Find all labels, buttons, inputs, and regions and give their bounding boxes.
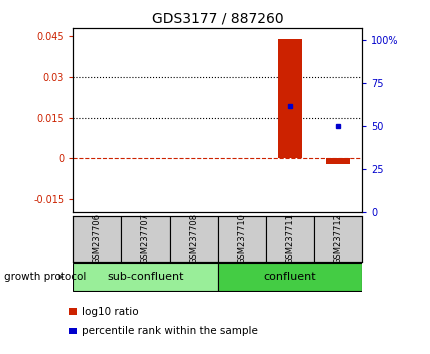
Text: GSM237706: GSM237706 [92,213,101,264]
Text: growth protocol: growth protocol [4,272,86,282]
Text: GSM237712: GSM237712 [333,213,342,264]
Bar [313,216,361,262]
Text: GSM237710: GSM237710 [237,213,246,264]
Text: sub-confluent: sub-confluent [107,272,183,282]
Bar [73,216,121,262]
Bar [265,216,313,262]
Bar [217,263,361,291]
Text: percentile rank within the sample: percentile rank within the sample [82,326,257,336]
Text: confluent: confluent [263,272,316,282]
Bar [169,216,217,262]
Bar [217,216,265,262]
Text: log10 ratio: log10 ratio [82,307,138,316]
Title: GDS3177 / 887260: GDS3177 / 887260 [151,12,283,26]
Text: GSM237711: GSM237711 [285,213,294,264]
Bar [325,158,349,164]
Bar [121,216,169,262]
Text: GSM237708: GSM237708 [189,213,198,264]
Bar [277,39,301,158]
Text: GSM237707: GSM237707 [141,213,150,264]
Bar [73,263,217,291]
